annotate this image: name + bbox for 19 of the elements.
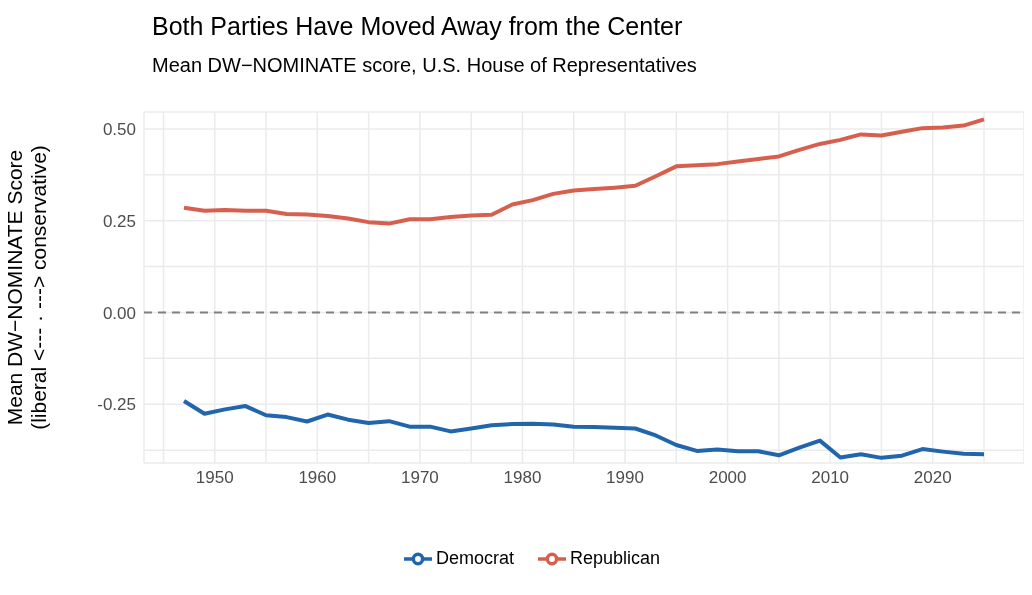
legend-label: Democrat: [435, 547, 514, 568]
chart-subtitle: Mean DW−NOMINATE score, U.S. House of Representatives: [152, 54, 697, 77]
y-tick-label: 0.50: [102, 119, 136, 139]
legend-label: Republican: [569, 547, 661, 568]
line-series: [182, 117, 986, 226]
chart-title: Both Parties Have Moved Away from the Center: [152, 12, 683, 41]
x-tick-label: 1980: [503, 468, 542, 488]
x-tick-label: 2010: [811, 468, 850, 488]
y-tick-label: 0.25: [102, 211, 136, 231]
x-tick-label: 1960: [298, 468, 337, 488]
x-tick-label: 2000: [708, 468, 747, 488]
line-series: [182, 398, 986, 460]
x-tick-label: 2020: [913, 468, 952, 488]
x-tick-label: 1970: [400, 468, 439, 488]
x-tick-label: 1950: [195, 468, 234, 488]
y-tick-label: 0.00: [102, 303, 136, 323]
x-tick-label: 1990: [606, 468, 644, 488]
y-tick-label: -0.25: [97, 395, 136, 415]
y-axis-title: Mean DW−NOMINATE Score (liberal <--- · ---> conservative): [3, 145, 50, 430]
